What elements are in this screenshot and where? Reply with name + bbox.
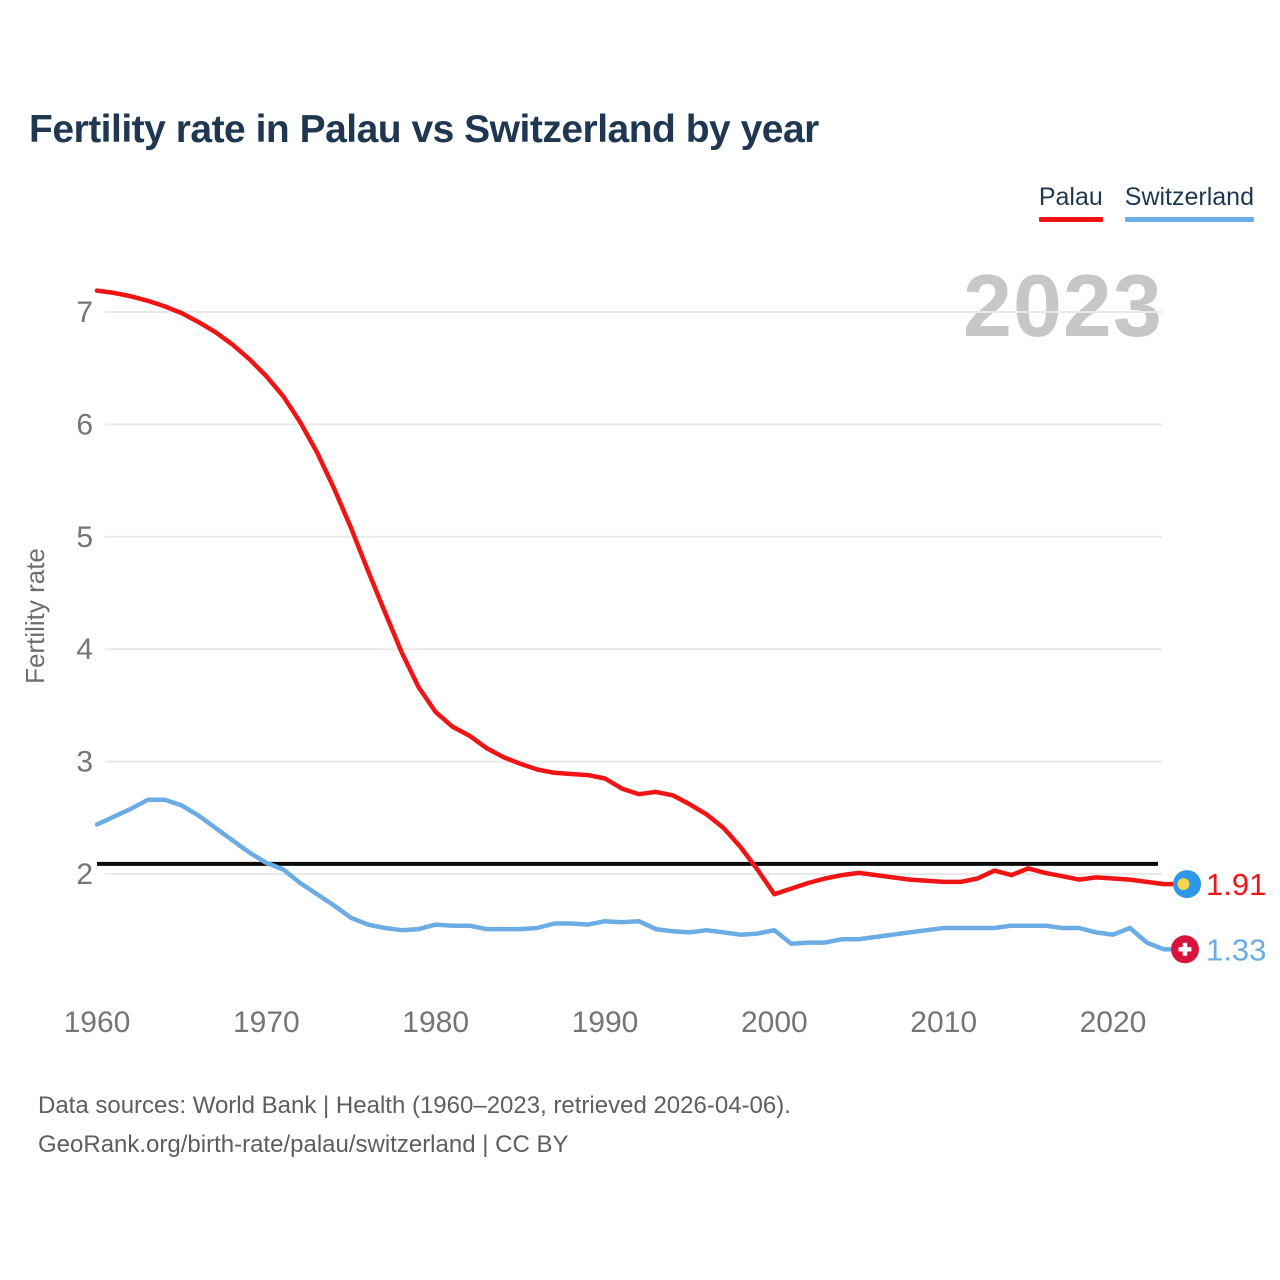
legend-label-palau: Palau — [1038, 183, 1103, 211]
legend: Palau Switzerland — [1038, 183, 1254, 222]
legend-item-switzerland[interactable]: Switzerland — [1124, 183, 1254, 222]
switzerland-end-value: 1.33 — [1206, 932, 1266, 967]
y-tick-label: 2 — [76, 858, 93, 891]
switzerland-line[interactable] — [94, 797, 1167, 952]
footer: Data sources: World Bank | Health (1960–… — [38, 1086, 791, 1164]
x-tick-label: 1960 — [64, 1006, 131, 1039]
y-tick-label: 5 — [76, 521, 93, 554]
legend-label-switzerland: Switzerland — [1124, 183, 1254, 211]
x-tick-label: 2010 — [910, 1006, 977, 1039]
x-tick-label: 1970 — [233, 1006, 300, 1039]
x-tick-label: 2020 — [1080, 1006, 1147, 1039]
y-tick-label: 3 — [76, 746, 93, 779]
legend-underline-switzerland — [1124, 217, 1254, 222]
page-title: Fertility rate in Palau vs Switzerland b… — [29, 108, 819, 151]
palau-end-value: 1.91 — [1206, 867, 1266, 902]
y-tick-label: 6 — [76, 408, 93, 441]
x-tick-label: 2000 — [741, 1006, 808, 1039]
legend-underline-palau — [1038, 217, 1103, 222]
year-watermark: 2023 — [963, 256, 1163, 355]
x-tick-label: 1990 — [572, 1006, 639, 1039]
legend-item-palau[interactable]: Palau — [1038, 183, 1103, 222]
y-tick-label: 7 — [76, 296, 93, 329]
footer-sources-line: Data sources: World Bank | Health (1960–… — [38, 1092, 791, 1119]
x-tick-label: 1980 — [402, 1006, 469, 1039]
palau-line[interactable] — [94, 288, 1167, 897]
switzerland-flag-icon — [1171, 935, 1199, 964]
y-axis-title: Fertility rate — [20, 548, 50, 684]
palau-flag-icon — [1173, 870, 1201, 899]
footer-attribution-line: GeoRank.org/birth-rate/palau/switzerland… — [38, 1131, 569, 1158]
y-tick-label: 4 — [76, 633, 93, 666]
